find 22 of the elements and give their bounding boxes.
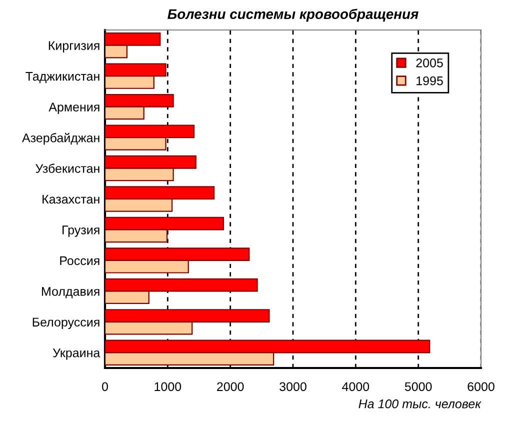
legend-label: 1995	[416, 76, 443, 86]
x-tick-label: 4000	[342, 382, 370, 392]
x-tick-label: 1000	[154, 382, 182, 392]
y-tick-label: Армения	[48, 102, 100, 114]
y-tick-label: Таджикистан	[26, 72, 100, 84]
y-tick-label: Украина	[52, 348, 100, 360]
y-tick-label: Россия	[60, 256, 100, 266]
chart-title: Болезни системы кровообращения	[168, 8, 418, 22]
y-tick-label: Грузия	[62, 226, 100, 237]
x-tick-label: 5000	[404, 382, 432, 392]
y-tick-label: Молдавия	[42, 287, 100, 298]
x-tick-label: 2000	[217, 382, 244, 392]
x-axis-title: На 100 тыс. человек	[358, 399, 482, 408]
y-tick-label: Белоруссия	[32, 318, 100, 330]
x-tick-label: 0	[102, 382, 108, 392]
x-tick-label: 3000	[280, 382, 306, 392]
x-tick-label: 6000	[468, 382, 494, 392]
legend-label: 2005	[416, 58, 443, 68]
y-tick-label: Узбекистан	[36, 164, 100, 173]
y-tick-label: Азербайджан	[22, 132, 100, 145]
y-tick-label: Киргизия	[48, 41, 100, 52]
y-tick-label: Казахстан	[42, 194, 100, 204]
